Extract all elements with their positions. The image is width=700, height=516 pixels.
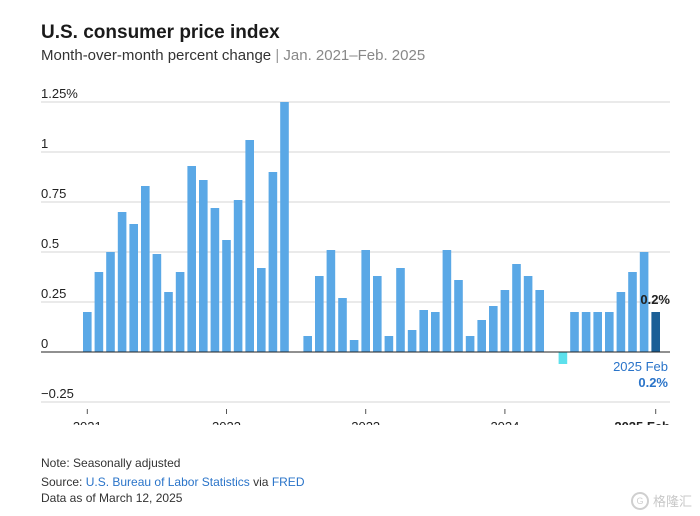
bar: [280, 102, 289, 352]
bar: [454, 280, 463, 352]
bar: [95, 272, 104, 352]
bar: [187, 166, 196, 352]
bar: [512, 264, 521, 352]
bar: [477, 320, 486, 352]
subtitle-date-range: Jan. 2021–Feb. 2025: [283, 47, 425, 64]
data-date-line: Data as of March 12, 2025: [41, 491, 182, 505]
bar: [199, 180, 208, 352]
subtitle-separator: |: [275, 47, 279, 64]
bar: [489, 306, 498, 352]
g-logo-icon: G: [631, 492, 649, 510]
cpi-bar-chart: −0.25 0 0.25 0.5 0.75 1 1.25% 2021 2022 2023 2024 2…: [0, 80, 700, 425]
x-tick-label: 2024: [490, 419, 519, 425]
bar: [466, 336, 475, 352]
bar: [303, 336, 312, 352]
bar: [559, 352, 568, 364]
source-fred-link[interactable]: FRED: [272, 475, 305, 489]
bar: [129, 224, 138, 352]
chart-title: U.S. consumer price index: [41, 22, 280, 44]
callout-value-label: 0.2%: [638, 375, 668, 390]
bar: [431, 312, 440, 352]
source-prefix: Source:: [41, 475, 86, 489]
bar: [361, 250, 370, 352]
x-tick-label: 2023: [351, 419, 380, 425]
bar: [83, 312, 92, 352]
bar: [524, 276, 533, 352]
x-tick-label: 2025 Feb: [614, 419, 670, 425]
bar: [443, 250, 452, 352]
x-tick-label: 2021: [73, 419, 102, 425]
bar: [245, 140, 254, 352]
y-tick-label: 1.25%: [41, 86, 78, 101]
bar: [269, 172, 278, 352]
bar: [605, 312, 614, 352]
y-tick-label: 0.25: [41, 286, 66, 301]
bar: [164, 292, 173, 352]
bar: [501, 290, 510, 352]
bar: [535, 290, 544, 352]
source-bls-link[interactable]: U.S. Bureau of Labor Statistics: [86, 475, 250, 489]
bar: [153, 254, 162, 352]
bar: [617, 292, 626, 352]
watermark-text: 格隆汇: [653, 491, 692, 510]
y-tick-label: 0.75: [41, 186, 66, 201]
watermark: G 格隆汇: [631, 491, 692, 510]
x-tick-label: 2022: [212, 419, 241, 425]
bar-value-label: 0.2%: [640, 292, 670, 307]
bar: [234, 200, 243, 352]
callout-date-label: 2025 Feb: [613, 359, 668, 374]
y-tick-label: 0: [41, 336, 48, 351]
bar: [327, 250, 336, 352]
bar: [350, 340, 359, 352]
bar: [338, 298, 347, 352]
chart-subtitle: Month-over-month percent change | Jan. 2…: [41, 47, 425, 64]
bar: [222, 240, 231, 352]
bar: [396, 268, 405, 352]
bar: [628, 272, 637, 352]
footnote-seasonal: Note: Seasonally adjusted: [41, 456, 180, 470]
bar: [593, 312, 602, 352]
bar: [408, 330, 417, 352]
bar: [211, 208, 220, 352]
source-line: Source: U.S. Bureau of Labor Statistics …: [41, 475, 304, 489]
subtitle-main: Month-over-month percent change: [41, 47, 271, 64]
bar: [106, 252, 115, 352]
y-tick-label: 0.5: [41, 236, 59, 251]
bar: [257, 268, 266, 352]
bar: [385, 336, 394, 352]
bar: [176, 272, 185, 352]
source-via: via: [250, 475, 272, 489]
bar: [118, 212, 127, 352]
y-tick-label: −0.25: [41, 386, 74, 401]
bar: [582, 312, 591, 352]
bar: [570, 312, 579, 352]
bar: [141, 186, 150, 352]
bar: [373, 276, 382, 352]
y-tick-label: 1: [41, 136, 48, 151]
bar: [651, 312, 660, 352]
bar: [315, 276, 324, 352]
bar: [419, 310, 428, 352]
